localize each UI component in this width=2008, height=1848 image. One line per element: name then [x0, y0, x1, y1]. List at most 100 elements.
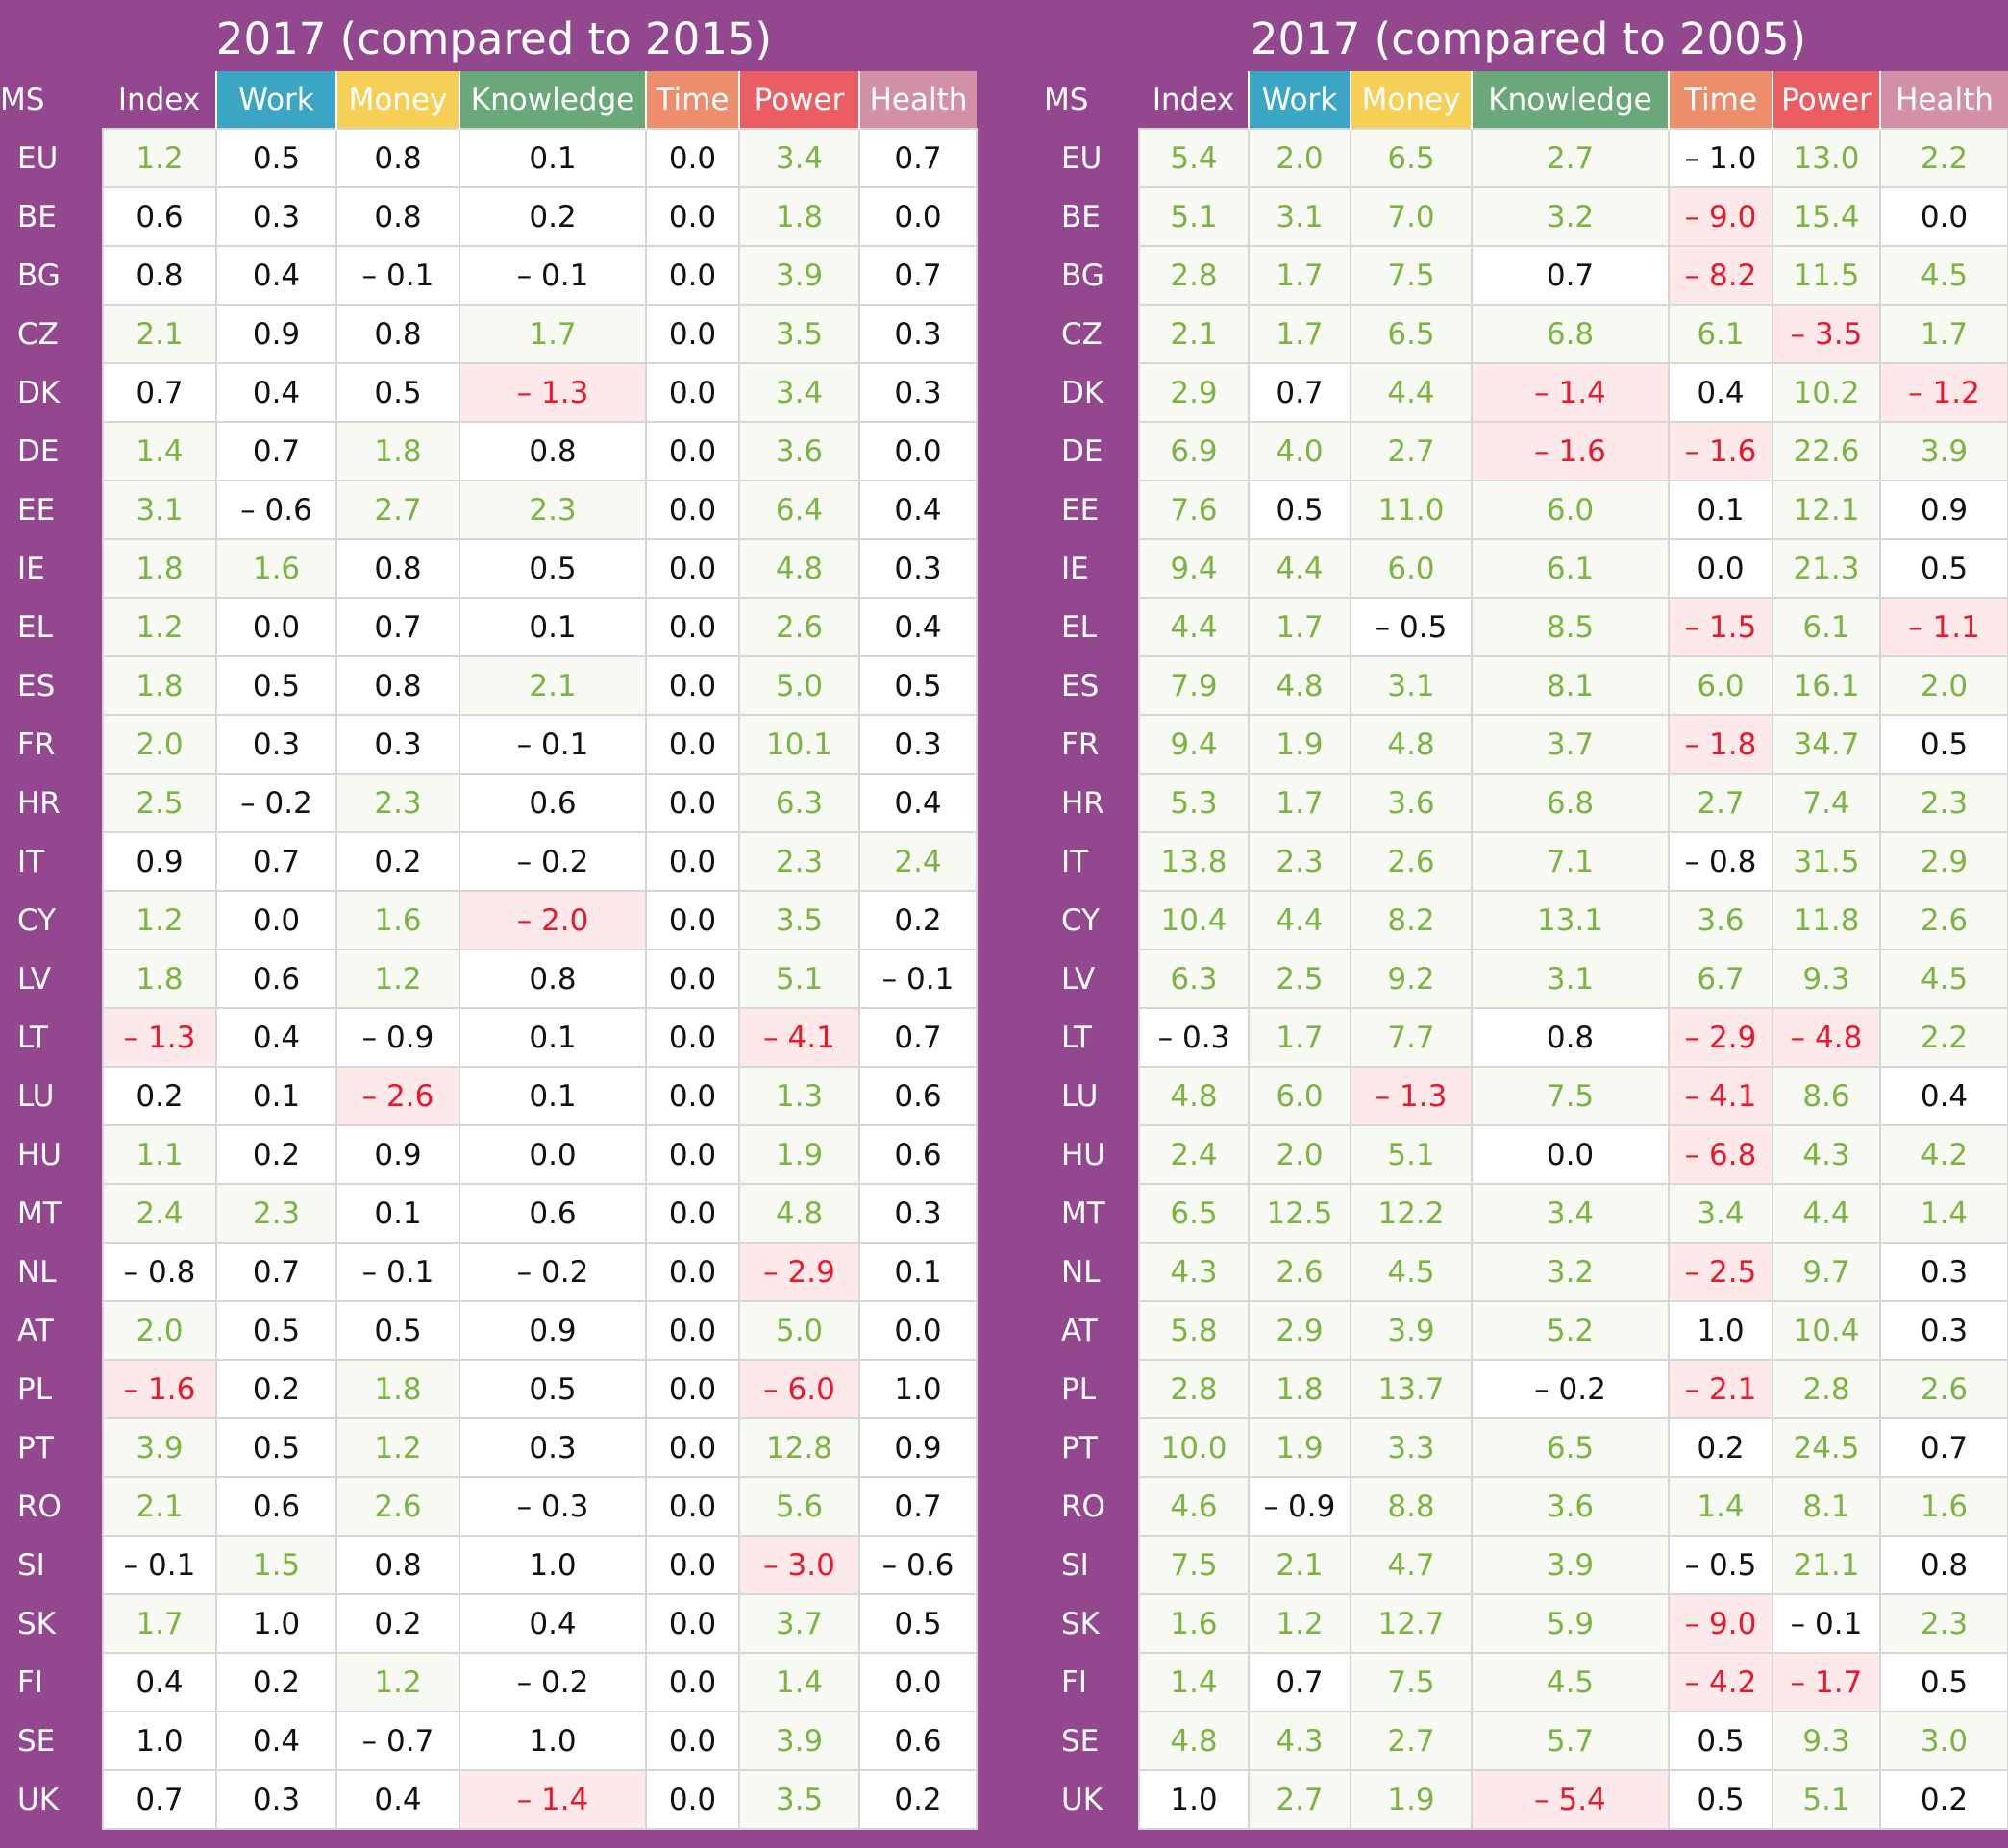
table-cell-power: 9.3 — [1772, 949, 1881, 1009]
table-cell-work: 0.4 — [215, 362, 337, 423]
row-label: LV — [0, 949, 103, 1008]
table-cell-health: 0.0 — [858, 421, 978, 481]
table-cell-knowledge: 0.8 — [459, 949, 647, 1009]
table-cell-health: 0.3 — [858, 714, 978, 775]
row-label: SK — [0, 1594, 103, 1653]
table-row: EL 4.4 1.7– 0.5 8.5– 1.5 6.1– 1.1 — [1044, 597, 2008, 657]
row-label: AT — [1044, 1301, 1139, 1360]
row-label: SI — [0, 1536, 103, 1594]
table-cell-power: 24.5 — [1772, 1417, 1881, 1478]
row-label: BG — [1044, 246, 1139, 305]
table-cell-knowledge: 0.0 — [1471, 1124, 1670, 1185]
table-row: LT – 1.3 0.4– 0.9 0.1 0.0– 4.1 0.7 — [0, 1007, 978, 1068]
table-cell-knowledge: – 0.2 — [459, 831, 647, 892]
table-row: PT 3.9 0.5 1.2 0.3 0.0 12.8 0.9 — [0, 1417, 978, 1478]
table-cell-knowledge: 0.1 — [459, 1007, 647, 1068]
table-cell-time: – 1.5 — [1668, 597, 1773, 657]
column-header-index: Index — [1152, 82, 1235, 117]
row-label: CZ — [1044, 305, 1139, 363]
table-cell-power: – 3.0 — [738, 1535, 860, 1595]
table-cell-knowledge: 3.2 — [1471, 1242, 1670, 1302]
table-cell-money: 4.8 — [1350, 714, 1473, 775]
table-cell-index: 1.8 — [102, 949, 217, 1009]
table-cell-time: 1.0 — [1668, 1300, 1773, 1361]
table-cell-health: 0.6 — [858, 1711, 978, 1771]
table-cell-power: 6.4 — [738, 480, 860, 540]
table-cell-money: 6.5 — [1350, 304, 1473, 364]
table-cell-knowledge: 3.2 — [1471, 186, 1670, 247]
table-cell-money: 0.8 — [335, 538, 460, 599]
table-cell-health: 0.6 — [858, 1066, 978, 1126]
column-header-work: Work — [1248, 71, 1351, 129]
table-cell-power: 5.1 — [1772, 1769, 1881, 1830]
table-cell-power: – 4.1 — [738, 1007, 860, 1068]
table-cell-power: 9.3 — [1772, 1711, 1881, 1771]
table-cell-money: 2.3 — [335, 773, 460, 833]
row-label: BE — [1044, 187, 1139, 246]
table-cell-money: – 0.5 — [1350, 597, 1473, 657]
column-header-ms: MS — [1044, 83, 1089, 117]
table-cell-health: 0.3 — [858, 304, 978, 364]
table-row: MT 2.4 2.3 0.1 0.6 0.0 4.8 0.3 — [0, 1183, 978, 1244]
table-cell-index: 7.6 — [1138, 480, 1250, 540]
row-label: LT — [1044, 1008, 1139, 1067]
table-cell-health: 0.4 — [858, 773, 978, 833]
table-cell-time: 0.0 — [645, 1476, 740, 1537]
column-header-ms: MS — [0, 83, 45, 117]
table-cell-time: 0.0 — [645, 480, 740, 540]
table-cell-health: 2.3 — [1879, 773, 2008, 833]
table-cell-knowledge: 8.5 — [1471, 597, 1670, 657]
table-cell-time: 0.5 — [1668, 1769, 1773, 1830]
table-cell-knowledge: 6.5 — [1471, 1417, 1670, 1478]
table-cell-index: 2.1 — [102, 1476, 217, 1537]
row-label: HU — [1044, 1125, 1139, 1184]
table-cell-time: 2.7 — [1668, 773, 1773, 833]
row-label: LU — [1044, 1067, 1139, 1125]
table-cell-index: 1.2 — [102, 890, 217, 950]
table-cell-health: – 1.2 — [1879, 362, 2008, 423]
table-cell-power: – 2.9 — [738, 1242, 860, 1302]
table-cell-power: 4.3 — [1772, 1124, 1881, 1185]
table-row: SK 1.6 1.2 12.7 5.9– 9.0– 0.1 2.3 — [1044, 1593, 2008, 1654]
table-cell-health: 0.7 — [858, 128, 978, 188]
table-cell-health: 0.5 — [1879, 1652, 2008, 1712]
table-cell-power: 3.4 — [738, 128, 860, 188]
table-cell-time: 0.5 — [1668, 1711, 1773, 1771]
table-cell-money: 0.7 — [335, 597, 460, 657]
table-row: PT 10.0 1.9 3.3 6.5 0.2 24.5 0.7 — [1044, 1417, 2008, 1478]
table-row: FR 2.0 0.3 0.3– 0.1 0.0 10.1 0.3 — [0, 714, 978, 775]
table-cell-knowledge: 13.1 — [1471, 890, 1670, 950]
table-cell-index: 1.1 — [102, 1124, 217, 1185]
table-cell-work: 0.4 — [215, 1007, 337, 1068]
row-label: PL — [0, 1360, 103, 1418]
row-label: SK — [1044, 1594, 1139, 1653]
table-cell-health: 0.2 — [858, 1769, 978, 1830]
table-cell-time: 0.0 — [645, 1535, 740, 1595]
table-cell-health: 0.4 — [858, 597, 978, 657]
table-cell-health: 2.0 — [1879, 655, 2008, 716]
table-cell-power: 15.4 — [1772, 186, 1881, 247]
table-cell-index: 7.5 — [1138, 1535, 1250, 1595]
table-cell-index: 5.4 — [1138, 128, 1250, 188]
table-cell-health: – 0.6 — [858, 1535, 978, 1595]
table-cell-money: 3.1 — [1350, 655, 1473, 716]
table-cell-money: – 0.1 — [335, 245, 460, 306]
row-label: FI — [1044, 1653, 1139, 1712]
table-cell-time: 6.7 — [1668, 949, 1773, 1009]
table-cell-work: 1.9 — [1248, 1417, 1351, 1478]
table-cell-knowledge: 0.7 — [1471, 245, 1670, 306]
table-cell-power: 6.1 — [1772, 597, 1881, 657]
table-cell-index: 4.6 — [1138, 1476, 1250, 1537]
table-cell-time: – 2.5 — [1668, 1242, 1773, 1302]
row-label: FR — [0, 715, 103, 774]
table-cell-knowledge: – 1.4 — [459, 1769, 647, 1830]
table-row: AT 5.8 2.9 3.9 5.2 1.0 10.4 0.3 — [1044, 1300, 2008, 1361]
table-cell-power: 5.1 — [738, 949, 860, 1009]
table-cell-knowledge: 3.1 — [1471, 949, 1670, 1009]
table-row: DK 2.9 0.7 4.4– 1.4 0.4 10.2– 1.2 — [1044, 362, 2008, 423]
table-row: BG 0.8 0.4– 0.1– 0.1 0.0 3.9 0.7 — [0, 245, 978, 306]
table-cell-money: 0.8 — [335, 655, 460, 716]
table-cell-time: 0.0 — [645, 655, 740, 716]
table-cell-knowledge: 1.0 — [459, 1535, 647, 1595]
table-row: UK 0.7 0.3 0.4– 1.4 0.0 3.5 0.2 — [0, 1769, 978, 1830]
